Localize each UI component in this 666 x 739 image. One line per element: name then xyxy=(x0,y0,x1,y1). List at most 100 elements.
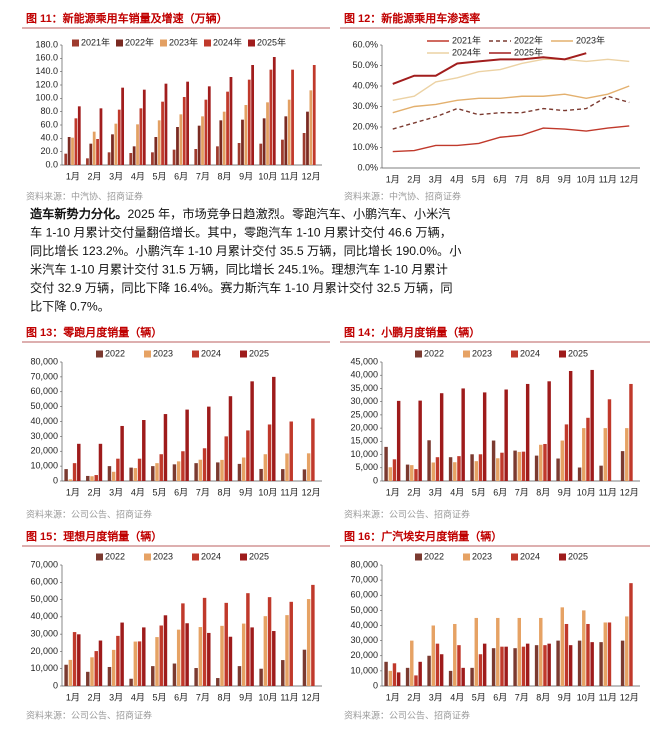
bar xyxy=(384,446,388,481)
x-tick-label: 2月 xyxy=(407,692,421,702)
bar xyxy=(226,91,229,165)
bar xyxy=(311,584,315,686)
x-tick-label: 10月 xyxy=(577,174,596,184)
bar xyxy=(453,623,457,686)
bar xyxy=(302,649,307,686)
bar xyxy=(281,469,285,481)
bar xyxy=(547,381,551,481)
x-tick-label: 1月 xyxy=(66,171,80,181)
bar xyxy=(197,125,201,165)
y-tick-label: 80.0 xyxy=(40,106,58,116)
bar xyxy=(435,643,440,686)
bar xyxy=(198,627,203,686)
legend-swatch xyxy=(144,553,151,561)
x-tick-label: 4月 xyxy=(131,487,145,497)
bar xyxy=(107,666,112,686)
y-tick-label: 0 xyxy=(373,475,378,485)
legend-label: 2024年 xyxy=(452,46,481,57)
bar xyxy=(590,642,594,686)
bar xyxy=(470,667,474,686)
y-tick-label: 10,000 xyxy=(350,665,378,675)
bar xyxy=(603,622,607,686)
y-tick-label: 40,000 xyxy=(350,620,378,630)
bar xyxy=(306,111,309,165)
y-tick-label: 40,000 xyxy=(30,416,58,426)
bar xyxy=(157,120,161,165)
x-tick-label: 1月 xyxy=(66,692,80,702)
bar xyxy=(204,99,208,165)
bar xyxy=(504,389,508,481)
bar xyxy=(284,116,288,165)
bar xyxy=(222,111,226,165)
chart-title: 图 15：理想月度销量（辆） xyxy=(26,529,162,543)
bar xyxy=(564,623,569,686)
bar xyxy=(241,623,246,686)
bar xyxy=(263,616,268,686)
bar xyxy=(272,57,276,165)
bar xyxy=(176,629,181,686)
bar xyxy=(185,409,189,481)
bar xyxy=(114,123,118,165)
x-tick-label: 7月 xyxy=(196,487,210,497)
legend-swatch xyxy=(559,350,566,358)
bar xyxy=(388,467,392,481)
bar xyxy=(64,469,68,481)
legend-label: 2024年 xyxy=(213,36,242,47)
bar xyxy=(77,634,81,686)
x-tick-label: 8月 xyxy=(536,174,550,184)
bar xyxy=(543,443,547,481)
chart-title: 图 16：广汽埃安月度销量（辆） xyxy=(344,529,502,543)
x-tick-label: 9月 xyxy=(558,487,572,497)
bar xyxy=(287,99,291,165)
x-tick-label: 1月 xyxy=(386,174,400,184)
bar xyxy=(534,455,539,481)
y-tick-label: 20.0 xyxy=(40,146,58,156)
y-tick-label: 160.0 xyxy=(35,53,58,63)
bar xyxy=(474,617,478,686)
legend-label: 2024 xyxy=(201,348,221,358)
bar xyxy=(431,462,435,481)
x-tick-label: 6月 xyxy=(493,174,507,184)
y-tick-label: 50,000 xyxy=(30,594,58,604)
x-tick-label: 8月 xyxy=(217,692,231,702)
legend-swatch xyxy=(463,553,470,561)
legend-label: 2025 xyxy=(249,348,269,358)
bar xyxy=(194,149,198,165)
bar xyxy=(259,468,263,481)
y-tick-label: 10.0% xyxy=(352,142,378,152)
bar xyxy=(427,655,431,686)
legend-swatch xyxy=(204,39,211,47)
chart-title: 图 14：小鹏月度销量（辆） xyxy=(344,325,480,339)
x-tick-label: 4月 xyxy=(450,692,464,702)
bar xyxy=(272,631,276,686)
bar xyxy=(98,443,103,481)
bar xyxy=(151,466,155,481)
y-tick-label: 20.0% xyxy=(352,121,378,131)
bar xyxy=(543,645,547,686)
bar xyxy=(620,640,625,686)
x-tick-label: 2月 xyxy=(87,692,101,702)
bar xyxy=(90,657,94,686)
chart-title: 图 11：新能源乘用车销量及增速（万辆） xyxy=(26,11,228,25)
bar xyxy=(139,108,143,165)
bar xyxy=(111,134,114,165)
bar xyxy=(309,90,313,165)
line-series xyxy=(392,95,630,130)
bar xyxy=(155,463,159,481)
bar xyxy=(241,119,244,165)
legend-swatch xyxy=(192,553,199,561)
x-tick-label: 8月 xyxy=(217,171,231,181)
bar xyxy=(186,81,190,165)
bar xyxy=(185,623,189,686)
bar xyxy=(410,640,414,686)
y-tick-label: 60.0% xyxy=(352,39,378,49)
bar xyxy=(620,451,625,481)
bar xyxy=(155,637,159,686)
x-tick-label: 4月 xyxy=(450,487,464,497)
x-tick-label: 9月 xyxy=(558,174,572,184)
bar xyxy=(67,137,71,165)
bar xyxy=(410,465,414,481)
legend-swatch xyxy=(144,350,151,358)
bar xyxy=(237,143,241,165)
